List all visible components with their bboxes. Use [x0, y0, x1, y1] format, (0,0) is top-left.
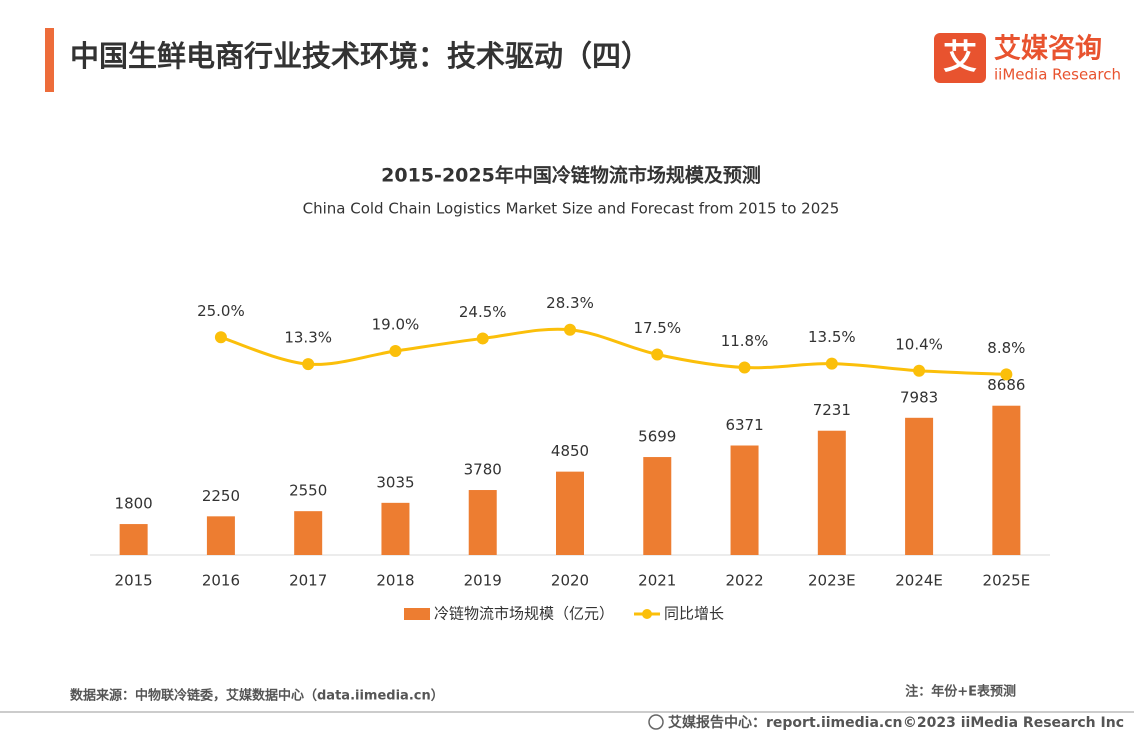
bar	[468, 490, 497, 555]
bar-value-label: 3035	[376, 473, 414, 491]
growth-line	[220, 327, 1007, 376]
source: 数据来源：中物联冷链委，艾媒数据中心（data.iimedia.cn）	[70, 688, 444, 704]
bar-value-label: 3780	[464, 461, 502, 479]
legend-label: 冷链物流市场规模（亿元）	[434, 605, 614, 623]
legend-swatch	[642, 609, 653, 619]
bar	[206, 516, 235, 555]
growth-point	[389, 345, 402, 358]
growth-point	[651, 348, 664, 361]
growth-point	[825, 357, 838, 370]
x-tick-label: 2023E	[808, 572, 856, 590]
growth-label: 11.8%	[721, 332, 769, 350]
bar	[817, 430, 846, 555]
x-tick-label: 2019	[464, 572, 502, 590]
growth-point	[738, 361, 751, 374]
growth-point	[564, 323, 576, 336]
report-center: 艾媒报告中心：report.iimedia.cn	[668, 714, 903, 731]
growth-label: 19.0%	[372, 316, 420, 334]
growth-point	[913, 364, 926, 377]
x-tick-label: 2018	[376, 572, 414, 590]
logo-sub: iiMedia Research	[994, 66, 1121, 84]
growth-label: 13.3%	[284, 329, 332, 347]
bar-value-label: 7231	[813, 401, 851, 419]
x-tick-label: 2020	[551, 572, 589, 590]
x-tick-label: 2024E	[895, 572, 943, 590]
growth-label: 13.5%	[808, 328, 856, 346]
x-tick-label: 2016	[202, 572, 240, 590]
growth-label: 25.0%	[197, 302, 245, 320]
bar	[730, 445, 759, 555]
bar-value-label: 5699	[638, 428, 676, 446]
legend-swatch	[404, 608, 430, 620]
note: 注：年份+E表预测	[905, 684, 1016, 700]
page-title: 中国生鲜电商行业技术环境：技术驱动（四）	[70, 39, 650, 73]
x-tick-label: 2022	[725, 572, 763, 590]
bar	[905, 417, 934, 555]
x-tick-label: 2017	[289, 572, 327, 590]
bar-value-label: 2550	[289, 482, 327, 500]
bar-value-label: 8686	[987, 376, 1025, 394]
bar-value-label: 6371	[725, 416, 763, 434]
growth-label: 17.5%	[633, 319, 681, 337]
growth-label: 8.8%	[987, 339, 1025, 357]
growth-label: 28.3%	[546, 294, 594, 312]
bar-value-label: 7983	[900, 388, 938, 406]
title-bar	[45, 28, 54, 92]
logo-name: 艾媒咨询	[994, 33, 1102, 65]
x-tick-label: 2025E	[983, 572, 1031, 590]
bar	[992, 405, 1021, 555]
logo-mark: 艾	[943, 38, 977, 78]
growth-point	[214, 331, 227, 344]
chart-title: 2015-2025年中国冷链物流市场规模及预测	[381, 164, 761, 187]
copyright: ©2023 iiMedia Research Inc	[903, 715, 1124, 731]
x-tick-label: 2015	[115, 572, 153, 590]
growth-point	[1000, 368, 1013, 381]
bar	[381, 502, 410, 555]
growth-label: 24.5%	[459, 303, 507, 321]
bar-value-label: 2250	[202, 487, 240, 505]
bar-value-label: 1800	[115, 495, 153, 513]
bar	[294, 511, 323, 555]
logo-icon	[934, 33, 986, 83]
bar	[119, 524, 148, 555]
bar	[643, 457, 672, 555]
growth-point	[476, 332, 489, 345]
growth-point	[302, 358, 315, 371]
x-tick-label: 2021	[638, 572, 676, 590]
globe-icon	[648, 714, 664, 730]
bar-value-label: 4850	[551, 442, 589, 460]
bar	[556, 471, 584, 555]
growth-label: 10.4%	[895, 335, 943, 353]
legend-label: 同比增长	[664, 605, 724, 623]
chart-subtitle: China Cold Chain Logistics Market Size a…	[303, 200, 840, 218]
